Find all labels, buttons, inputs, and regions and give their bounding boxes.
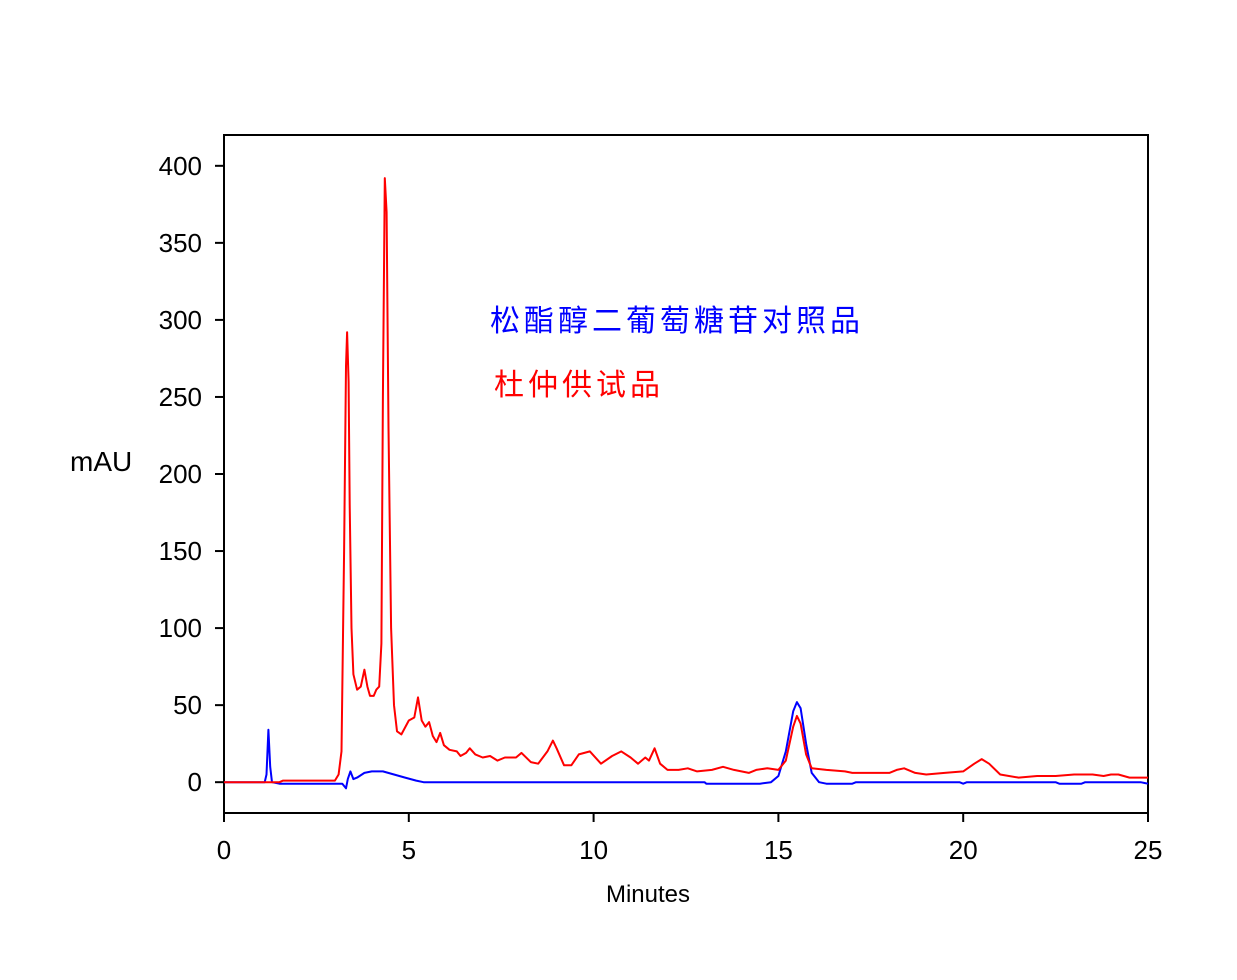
legend-entry-sample: 杜仲供试品 (494, 368, 664, 403)
x-tick-label: 0 (217, 835, 231, 865)
y-tick-label: 300 (159, 305, 202, 335)
y-tick-label: 150 (159, 536, 202, 566)
sample-trace-line (224, 177, 1148, 784)
x-axis-label: Minutes (606, 881, 690, 908)
legend-entry-reference: 松酯醇二葡萄糖苷对照品 (490, 304, 864, 339)
y-tick-label: 400 (159, 151, 202, 181)
x-tick-label: 25 (1134, 835, 1163, 865)
reference-trace-line (224, 701, 1149, 790)
x-tick-label: 20 (949, 835, 978, 865)
x-tick-label: 5 (402, 835, 416, 865)
y-tick-label: 0 (188, 767, 202, 797)
y-tick-label: 50 (173, 690, 202, 720)
y-tick-label: 200 (159, 459, 202, 489)
x-tick-label: 10 (579, 835, 608, 865)
y-axis-label: mAU (70, 446, 132, 477)
y-tick-label: 100 (159, 613, 202, 643)
plot-frame (223, 134, 1149, 814)
y-tick-label: 350 (159, 228, 202, 258)
x-tick-label: 15 (764, 835, 793, 865)
y-tick-label: 250 (159, 382, 202, 412)
